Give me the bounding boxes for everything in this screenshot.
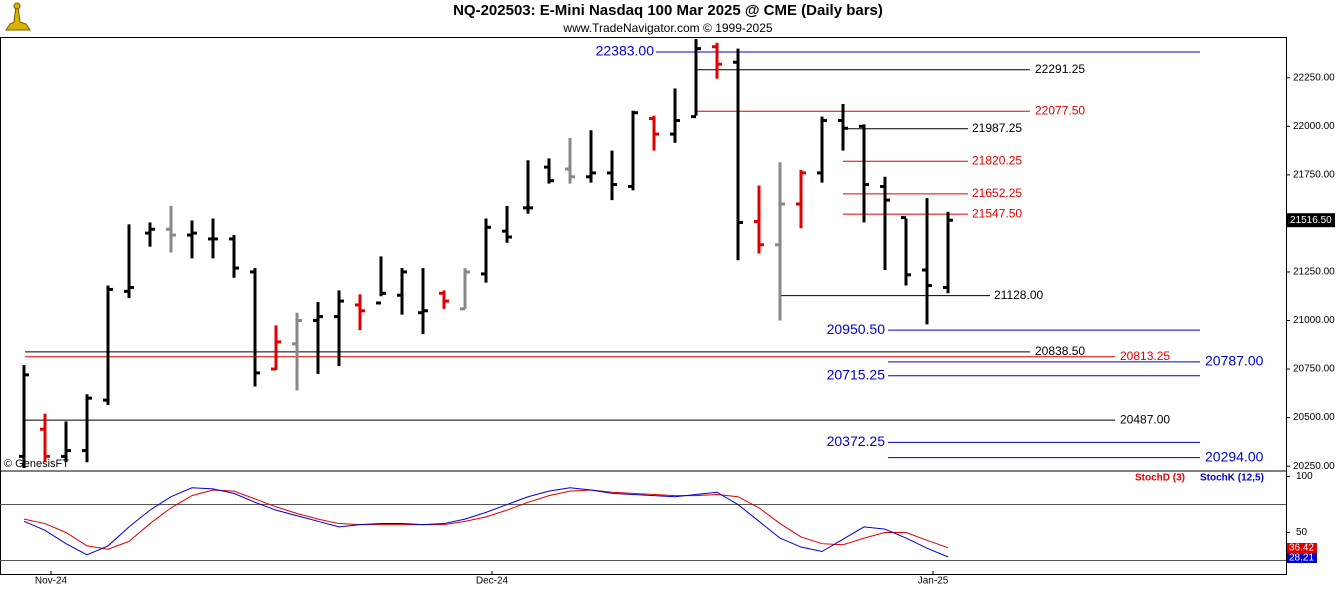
level-label: 21820.25 (972, 153, 1022, 167)
last-price-box (1287, 213, 1335, 228)
level-label: 20294.00 (1205, 448, 1264, 464)
last-value-label: 28.21 (1289, 553, 1314, 564)
x-tick-label: Dec-24 (476, 576, 509, 587)
y-tick-label: 21750.00 (1293, 170, 1335, 181)
level-label: 21987.25 (972, 121, 1022, 135)
last-value-box (1287, 543, 1317, 553)
level-label: 20838.50 (1035, 344, 1085, 358)
y-tick-label: 22000.00 (1293, 121, 1335, 132)
level-label: 22291.25 (1035, 62, 1085, 76)
y-tick-label: 21000.00 (1293, 315, 1335, 326)
level-label: 21128.00 (994, 288, 1043, 302)
level-label: 20787.00 (1205, 353, 1264, 369)
chart-subtitle: www.TradeNavigator.com © 1999-2025 (562, 21, 772, 35)
legend-label: StochD (3) (1135, 473, 1185, 484)
plot-frame (0, 37, 1287, 575)
level-label: 20813.25 (1120, 349, 1170, 363)
level-label: 21547.50 (972, 206, 1022, 220)
level-label: 20715.25 (827, 366, 886, 382)
y-tick-label: 50 (1296, 527, 1308, 538)
watermark: © GenesisFT (4, 458, 69, 470)
y-tick-label: 20250.00 (1293, 461, 1335, 472)
stoch-line (23, 487, 949, 558)
level-label: 20950.50 (827, 321, 886, 337)
x-tick-label: Jan-25 (918, 576, 949, 587)
y-tick-label: 22250.00 (1293, 72, 1335, 83)
y-tick-label: 20750.00 (1293, 364, 1335, 375)
level-label: 22077.50 (1035, 103, 1085, 117)
last-value-label: 36.42 (1289, 543, 1314, 554)
stoch-line (23, 489, 949, 550)
chart-title: NQ-202503: E-Mini Nasdaq 100 Mar 2025 @ … (453, 2, 883, 19)
level-label: 20372.25 (827, 433, 886, 449)
last-value-box (1287, 553, 1317, 563)
level-label: 21652.25 (972, 186, 1022, 200)
level-label: 22383.00 (596, 43, 655, 59)
y-tick-label: 21250.00 (1293, 267, 1335, 278)
y-tick-label: 100 (1296, 471, 1313, 482)
logo (5, 2, 31, 31)
last-price-label: 21516.50 (1290, 215, 1332, 226)
legend-label: StochK (12,5) (1200, 473, 1264, 484)
x-tick-label: Nov-24 (35, 576, 68, 587)
level-label: 20487.00 (1120, 412, 1170, 426)
y-tick-label: 20500.00 (1293, 412, 1335, 423)
